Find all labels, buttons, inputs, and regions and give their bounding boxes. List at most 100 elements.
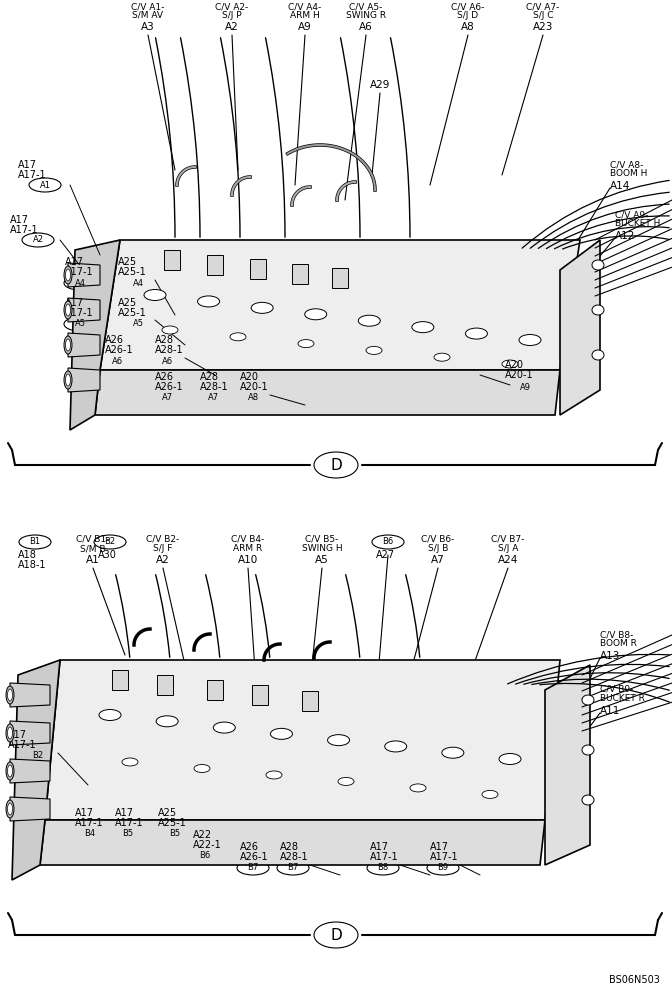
Ellipse shape <box>65 374 71 386</box>
Polygon shape <box>12 660 60 880</box>
Text: A25: A25 <box>118 257 137 267</box>
Text: S/J B: S/J B <box>428 544 448 553</box>
Text: C/V A9-: C/V A9- <box>615 210 648 219</box>
Text: BOOM H: BOOM H <box>610 169 647 178</box>
Text: B5: B5 <box>169 830 181 838</box>
Text: A26-1: A26-1 <box>105 345 134 355</box>
Polygon shape <box>10 759 50 783</box>
Text: A20: A20 <box>505 360 524 370</box>
Text: B6: B6 <box>200 852 210 860</box>
Text: A22: A22 <box>193 830 212 840</box>
Text: A5: A5 <box>315 555 329 565</box>
Polygon shape <box>40 820 545 865</box>
Text: A8: A8 <box>247 393 259 402</box>
Ellipse shape <box>65 339 71 351</box>
FancyBboxPatch shape <box>302 691 318 711</box>
Ellipse shape <box>144 290 166 300</box>
Text: C/V B2-: C/V B2- <box>146 535 179 544</box>
Polygon shape <box>45 660 560 820</box>
Ellipse shape <box>592 260 604 270</box>
Ellipse shape <box>65 304 71 316</box>
Text: A2: A2 <box>32 235 44 244</box>
Ellipse shape <box>7 727 13 739</box>
Ellipse shape <box>213 722 235 733</box>
Ellipse shape <box>499 754 521 764</box>
Ellipse shape <box>582 695 594 705</box>
Text: B6: B6 <box>382 538 394 546</box>
Ellipse shape <box>270 728 292 739</box>
Text: S/M B: S/M B <box>80 544 106 553</box>
FancyBboxPatch shape <box>157 675 173 695</box>
Text: B7: B7 <box>288 863 298 872</box>
Text: C/V A6-: C/V A6- <box>452 2 485 11</box>
Ellipse shape <box>327 735 349 746</box>
Text: A17: A17 <box>115 808 134 818</box>
Text: D: D <box>330 928 342 942</box>
Text: A28: A28 <box>155 335 174 345</box>
Text: A26-1: A26-1 <box>155 382 183 392</box>
Ellipse shape <box>156 716 178 727</box>
Text: A1: A1 <box>86 555 100 565</box>
Text: B2: B2 <box>32 752 44 760</box>
Text: A17-1: A17-1 <box>8 740 37 750</box>
Ellipse shape <box>366 346 382 354</box>
Polygon shape <box>70 240 120 430</box>
Text: C/V A4-: C/V A4- <box>288 2 322 11</box>
Text: S/J A: S/J A <box>498 544 518 553</box>
Text: B9: B9 <box>437 863 449 872</box>
Polygon shape <box>545 665 590 865</box>
Text: A17-1: A17-1 <box>65 308 93 318</box>
Text: C/V A1-: C/V A1- <box>131 2 165 11</box>
Ellipse shape <box>7 765 13 777</box>
Ellipse shape <box>7 689 13 701</box>
Ellipse shape <box>99 710 121 720</box>
Polygon shape <box>95 370 560 415</box>
Ellipse shape <box>466 328 487 339</box>
Ellipse shape <box>198 296 220 307</box>
Ellipse shape <box>410 784 426 792</box>
Text: SWING H: SWING H <box>302 544 342 553</box>
Text: A26-1: A26-1 <box>240 852 269 862</box>
Text: ARM R: ARM R <box>233 544 263 553</box>
Text: A17: A17 <box>430 842 449 852</box>
Text: A25: A25 <box>158 808 177 818</box>
Text: A10: A10 <box>238 555 258 565</box>
Ellipse shape <box>194 764 210 772</box>
Text: A2: A2 <box>225 22 239 32</box>
Text: A9: A9 <box>298 22 312 32</box>
Text: C/V A5-: C/V A5- <box>349 2 382 11</box>
Polygon shape <box>68 263 100 287</box>
Text: A11: A11 <box>600 706 620 716</box>
Text: A17: A17 <box>75 808 94 818</box>
Polygon shape <box>560 240 600 415</box>
Text: SWING R: SWING R <box>346 11 386 20</box>
Ellipse shape <box>162 326 178 334</box>
Text: B4: B4 <box>85 830 95 838</box>
Text: A17-1: A17-1 <box>75 818 103 828</box>
Text: A23: A23 <box>533 22 553 32</box>
Text: A8: A8 <box>461 22 475 32</box>
Text: A28: A28 <box>280 842 299 852</box>
Text: D: D <box>330 458 342 473</box>
Text: A25-1: A25-1 <box>118 308 146 318</box>
Text: A30: A30 <box>98 550 117 560</box>
Text: A6: A6 <box>359 22 373 32</box>
Polygon shape <box>10 797 50 821</box>
Text: BOOM R: BOOM R <box>600 639 637 648</box>
Ellipse shape <box>7 803 13 815</box>
Text: A17-1: A17-1 <box>370 852 398 862</box>
Text: C/V A7-: C/V A7- <box>526 2 560 11</box>
Polygon shape <box>10 721 50 745</box>
Text: C/V A2-: C/V A2- <box>215 2 249 11</box>
Ellipse shape <box>6 762 14 780</box>
Text: S/J C: S/J C <box>533 11 553 20</box>
Text: ARM H: ARM H <box>290 11 320 20</box>
FancyBboxPatch shape <box>112 670 128 690</box>
Text: A17: A17 <box>10 215 29 225</box>
Text: A26: A26 <box>155 372 174 382</box>
Text: A29: A29 <box>370 80 390 90</box>
Text: A28-1: A28-1 <box>155 345 183 355</box>
Ellipse shape <box>434 353 450 361</box>
Text: A27: A27 <box>376 550 395 560</box>
Ellipse shape <box>64 301 72 319</box>
